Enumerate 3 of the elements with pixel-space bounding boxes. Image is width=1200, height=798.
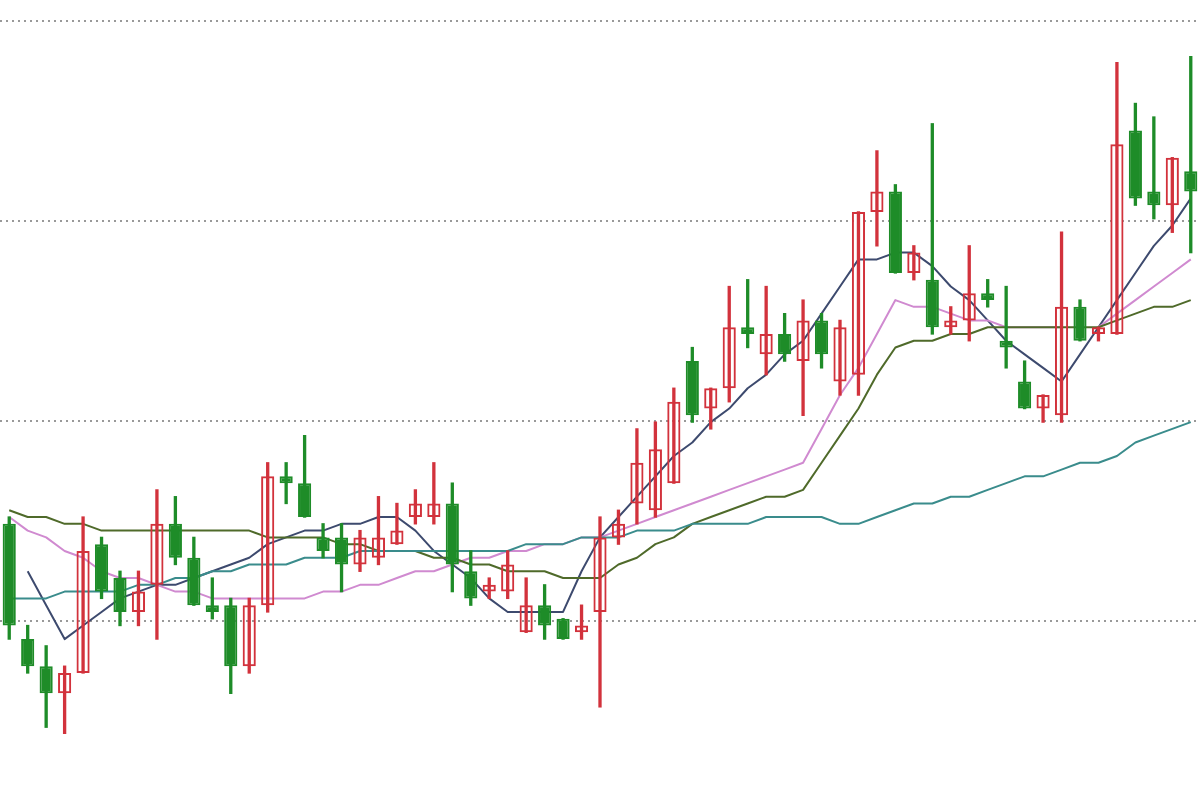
candlestick <box>279 462 293 505</box>
candlestick <box>999 285 1013 369</box>
candlestick <box>1147 116 1161 220</box>
